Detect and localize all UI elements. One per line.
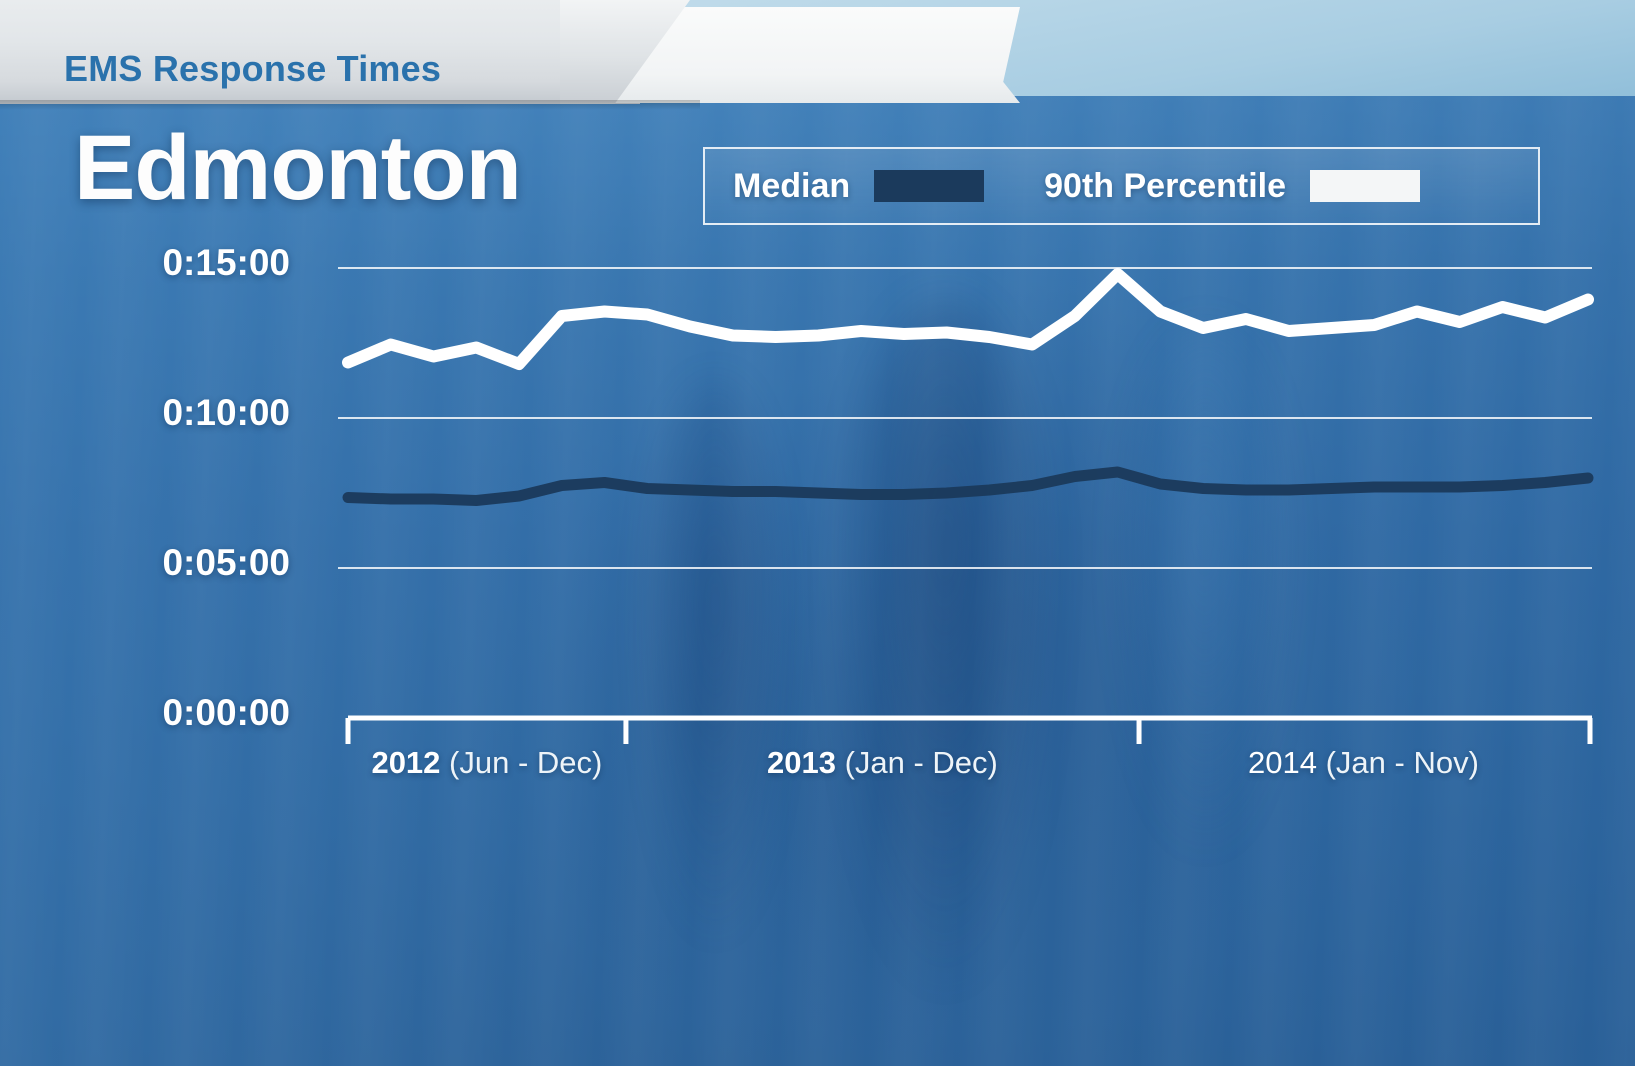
legend-swatch-p90 (1310, 170, 1421, 202)
header-title: EMS Response Times (64, 48, 442, 89)
page-title: Edmonton (74, 117, 522, 219)
header-banner (0, 0, 640, 104)
legend-item-median: Median (733, 166, 985, 206)
chart-legend: Median 90th Percentile (703, 147, 1540, 225)
y-axis-tick-label: 0:05:00 (162, 542, 290, 583)
header-banner-shadow (0, 100, 700, 110)
x-axis-tick-label: 2013 (Jan - Dec) (766, 745, 998, 780)
legend-label-p90: 90th Percentile (1044, 166, 1287, 205)
background-figure-center (830, 300, 1060, 1000)
legend-swatch-median (874, 170, 985, 202)
background-figure-right (1120, 330, 1290, 850)
legend-item-p90: 90th Percentile (1044, 166, 1421, 206)
y-axis-tick-label: 0:15:00 (162, 242, 290, 283)
legend-label-median: Median (733, 166, 851, 205)
background-figure-left (640, 380, 790, 940)
background-streaks (0, 96, 1635, 1066)
y-axis-tick-label: 0:00:00 (162, 692, 290, 733)
background-blue-overlay (0, 96, 1635, 1066)
x-axis-tick-label: 2012 (Jun - Dec) (371, 745, 603, 780)
x-axis-tick-label: 2014 (Jan - Nov) (1248, 745, 1479, 780)
y-axis-tick-label: 0:10:00 (162, 392, 290, 433)
